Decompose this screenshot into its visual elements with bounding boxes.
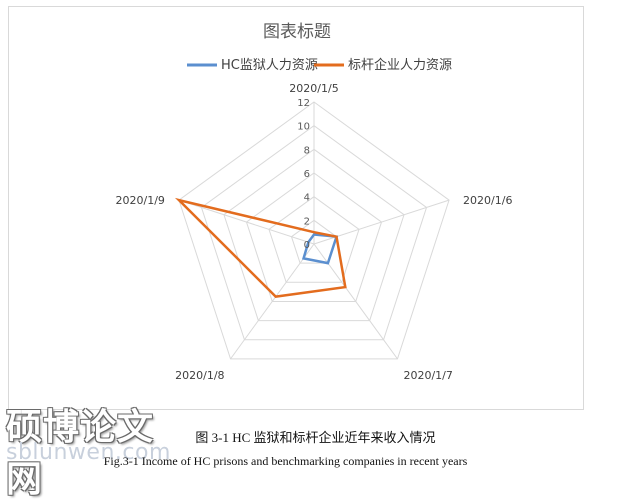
radar-chart: 图表标题 HC监狱人力资源 标杆企业人力资源 0 2 4 6 8 10 12 2020/1/5 2… [116, 22, 513, 382]
series-polygon [174, 197, 347, 298]
series-layer [174, 197, 347, 298]
tick-label: 8 [304, 145, 310, 156]
tick-label: 10 [297, 122, 310, 133]
grid-ring [178, 101, 450, 360]
legend-item: 标杆企业人力资源 [314, 57, 452, 73]
legend-label: 标杆企业人力资源 [348, 57, 452, 73]
legend: HC监狱人力资源 标杆企业人力资源 [187, 57, 452, 73]
category-label: 2020/1/6 [463, 194, 512, 207]
grid-ring [290, 219, 338, 264]
tick-label: 0 [304, 240, 310, 251]
category-label: 2020/1/9 [116, 194, 165, 207]
grid-spoke [230, 243, 315, 360]
radar-grid [178, 101, 450, 360]
watermark-url: sblunwen.com [6, 440, 171, 465]
grid-ring [223, 148, 405, 322]
category-label: 2020/1/7 [403, 369, 452, 382]
figure-caption-english: Fig.3-1 Income of HC prisons and benchma… [103, 454, 468, 468]
tick-label: 2 [304, 216, 310, 227]
category-label: 2020/1/5 [289, 82, 338, 95]
grid-spoke [178, 199, 315, 245]
category-label: 2020/1/8 [175, 369, 224, 382]
figure-caption-chinese: 图 3-1 HC 监狱和标杆企业近年来收入情况 [195, 430, 436, 445]
axis-labels: 0 2 4 6 8 10 12 2020/1/5 2020/1/6 2020/1/7 2020/1/… [116, 82, 513, 382]
tick-label: 6 [304, 169, 310, 180]
chart-frame: 图表标题 HC监狱人力资源 标杆企业人力资源 0 2 4 6 8 10 12 2020/1/5 2… [8, 6, 584, 410]
grid-ring [200, 125, 428, 341]
grid-ring [245, 172, 383, 302]
legend-label: HC监狱人力资源 [221, 58, 318, 73]
legend-item: HC监狱人力资源 [187, 58, 318, 73]
chart-title: 图表标题 [263, 22, 331, 42]
tick-label: 4 [304, 193, 310, 204]
tick-label: 12 [297, 98, 310, 109]
